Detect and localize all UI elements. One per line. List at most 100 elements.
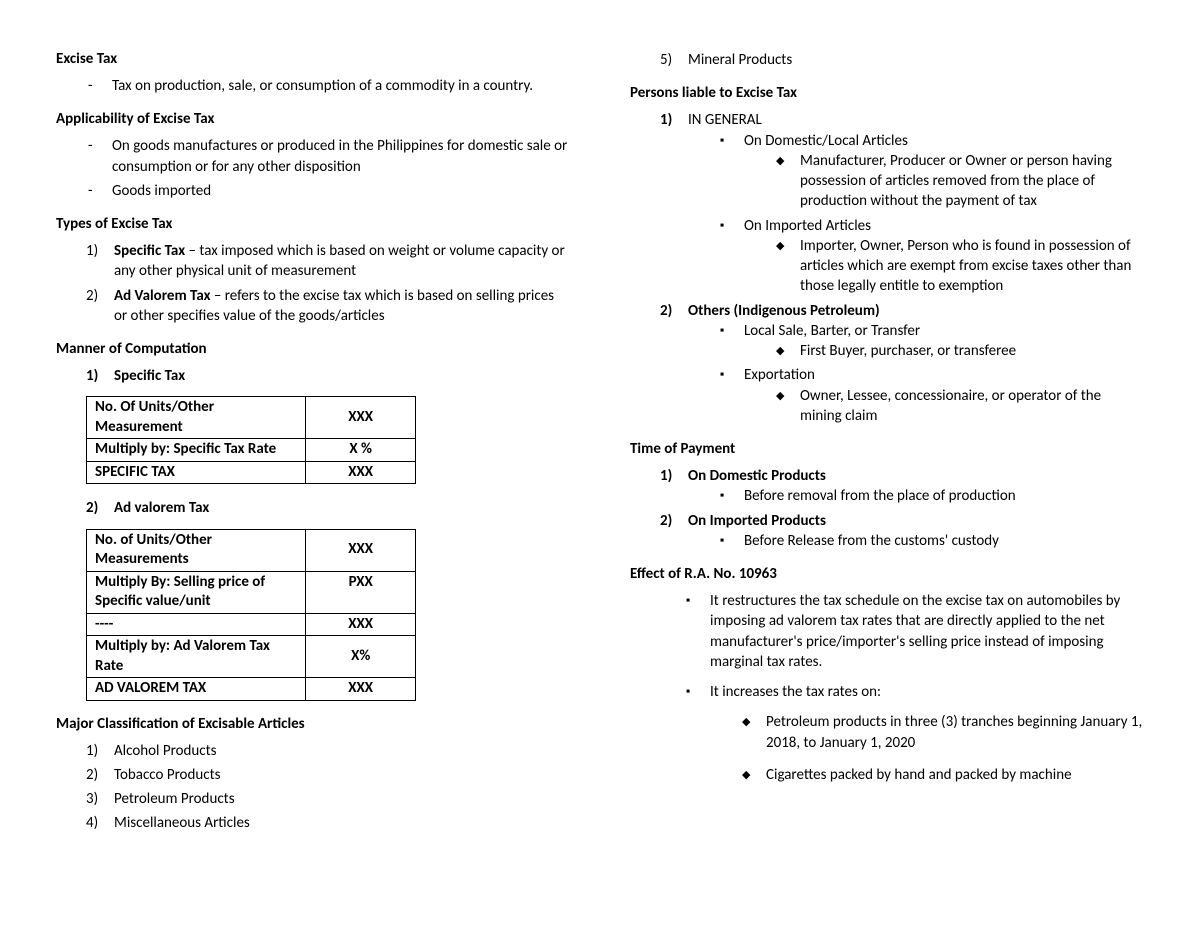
table-cell: Multiply by: Ad Valorem Tax Rate: [87, 636, 306, 678]
table-cell: XXX: [306, 461, 416, 484]
ad-valorem-table: No. of Units/Other MeasurementsXXX Multi…: [86, 529, 416, 701]
time-payment-list: 1)On Domestic Products Before removal fr…: [630, 466, 1144, 551]
item-text: Others (Indigenous Petroleum): [688, 302, 880, 320]
item-text: On Imported Articles: [744, 217, 871, 235]
table-cell: SPECIFIC TAX: [87, 461, 306, 484]
item-text: On Domestic/Local Articles: [744, 132, 908, 150]
effect-list: It restructures the tax schedule on the …: [630, 591, 1144, 785]
list-item: 2)On Imported Products Before Release fr…: [660, 511, 1144, 552]
list-item: Owner, Lessee, concessionaire, or operat…: [774, 386, 1144, 427]
manner-list-2: 2)Ad valorem Tax: [56, 498, 570, 518]
manner-label: Specific Tax: [114, 367, 185, 385]
left-column: Excise Tax Tax on production, sale, or c…: [56, 50, 570, 844]
list-item: Importer, Owner, Person who is found in …: [774, 236, 1144, 297]
table-cell: AD VALOREM TAX: [87, 678, 306, 701]
table-row: No. Of Units/Other MeasurementXXX: [87, 397, 416, 439]
specific-tax-table-wrap: No. Of Units/Other MeasurementXXX Multip…: [56, 396, 570, 484]
type-label: Ad Valorem Tax: [114, 287, 210, 305]
list-item: 2)Tobacco Products: [86, 765, 570, 785]
list-item: 1)Specific Tax – tax imposed which is ba…: [86, 241, 570, 282]
table-cell: ----: [87, 613, 306, 636]
list-item: Goods imported: [86, 181, 570, 201]
list-item: 4)Miscellaneous Articles: [86, 813, 570, 833]
list-item: 2)Ad valorem Tax: [86, 498, 570, 518]
item-text: Exportation: [744, 366, 815, 384]
table-row: Multiply By: Selling price of Specific v…: [87, 571, 416, 613]
definition-list: Tax on production, sale, or consumption …: [56, 76, 570, 96]
list-item: Local Sale, Barter, or Transfer First Bu…: [718, 321, 1144, 362]
table-cell: XXX: [306, 678, 416, 701]
table-cell: No. of Units/Other Measurements: [87, 529, 306, 571]
table-row: AD VALOREM TAXXXX: [87, 678, 416, 701]
table-cell: Multiply by: Specific Tax Rate: [87, 439, 306, 462]
list-item: On Imported Articles Importer, Owner, Pe…: [718, 216, 1144, 297]
list-item: It increases the tax rates on: Petroleum…: [684, 682, 1144, 785]
list-item: Before Release from the customs' custody: [718, 531, 1144, 551]
specific-tax-table: No. Of Units/Other MeasurementXXX Multip…: [86, 396, 416, 484]
item-text: On Domestic Products: [688, 467, 826, 485]
table-cell: X %: [306, 439, 416, 462]
list-item: Before removal from the place of product…: [718, 486, 1144, 506]
table-cell: No. Of Units/Other Measurement: [87, 397, 306, 439]
types-list: 1)Specific Tax – tax imposed which is ba…: [56, 241, 570, 326]
sublist: First Buyer, purchaser, or transferee: [744, 341, 1144, 361]
list-item: Manufacturer, Producer or Owner or perso…: [774, 151, 1144, 212]
sublist: Local Sale, Barter, or Transfer First Bu…: [688, 321, 1144, 426]
list-item: On Domestic/Local Articles Manufacturer,…: [718, 131, 1144, 212]
heading-types: Types of Excise Tax: [56, 215, 570, 233]
list-item: 2)Others (Indigenous Petroleum) Local Sa…: [660, 301, 1144, 427]
sublist: Petroleum products in three (3) tranches…: [710, 712, 1144, 785]
table-cell: PXX: [306, 571, 416, 613]
table-row: SPECIFIC TAXXXX: [87, 461, 416, 484]
sublist: Before removal from the place of product…: [688, 486, 1144, 506]
manner-label: Ad valorem Tax: [114, 499, 209, 517]
table-cell: XXX: [306, 397, 416, 439]
heading-time-payment: Time of Payment: [630, 440, 1144, 458]
sublist: Manufacturer, Producer or Owner or perso…: [744, 151, 1144, 212]
list-item: Cigarettes packed by hand and packed by …: [740, 765, 1144, 785]
item-text: Mineral Products: [688, 51, 792, 69]
item-text: Local Sale, Barter, or Transfer: [744, 322, 920, 340]
item-text: Tobacco Products: [114, 766, 220, 784]
list-item: First Buyer, purchaser, or transferee: [774, 341, 1144, 361]
table-cell: XXX: [306, 529, 416, 571]
persons-list: 1)IN GENERAL On Domestic/Local Articles …: [630, 110, 1144, 426]
list-item: On goods manufactures or produced in the…: [86, 136, 570, 177]
list-item: It restructures the tax schedule on the …: [684, 591, 1144, 672]
item-text: On Imported Products: [688, 512, 826, 530]
classification-list-cont: 5)Mineral Products: [630, 50, 1144, 70]
item-text: Petroleum Products: [114, 790, 235, 808]
list-item: Exportation Owner, Lessee, concessionair…: [718, 365, 1144, 426]
sublist: Owner, Lessee, concessionaire, or operat…: [744, 386, 1144, 427]
document-page: Excise Tax Tax on production, sale, or c…: [56, 50, 1144, 844]
item-text: Miscellaneous Articles: [114, 814, 250, 832]
item-text: It increases the tax rates on:: [710, 683, 881, 701]
manner-list: 1)Specific Tax: [56, 366, 570, 386]
right-column: 5)Mineral Products Persons liable to Exc…: [630, 50, 1144, 844]
table-cell: XXX: [306, 613, 416, 636]
list-item: 5)Mineral Products: [660, 50, 1144, 70]
list-item: 2)Ad Valorem Tax – refers to the excise …: [86, 286, 570, 327]
ad-valorem-table-wrap: No. of Units/Other MeasurementsXXX Multi…: [56, 529, 570, 701]
table-row: Multiply by: Specific Tax RateX %: [87, 439, 416, 462]
heading-excise-tax: Excise Tax: [56, 50, 570, 68]
type-label: Specific Tax: [114, 242, 185, 260]
applicability-list: On goods manufactures or produced in the…: [56, 136, 570, 201]
item-text: IN GENERAL: [688, 111, 762, 129]
heading-manner: Manner of Computation: [56, 340, 570, 358]
heading-effect-ra: Effect of R.A. No. 10963: [630, 565, 1144, 583]
list-item: Tax on production, sale, or consumption …: [86, 76, 570, 96]
list-item: 1)Specific Tax: [86, 366, 570, 386]
list-item: 3)Petroleum Products: [86, 789, 570, 809]
list-item: 1)IN GENERAL On Domestic/Local Articles …: [660, 110, 1144, 296]
list-item: 1)On Domestic Products Before removal fr…: [660, 466, 1144, 507]
heading-classification: Major Classification of Excisable Articl…: [56, 715, 570, 733]
classification-list: 1)Alcohol Products 2)Tobacco Products 3)…: [56, 741, 570, 834]
sublist: Importer, Owner, Person who is found in …: [744, 236, 1144, 297]
table-cell: Multiply By: Selling price of Specific v…: [87, 571, 306, 613]
table-row: No. of Units/Other MeasurementsXXX: [87, 529, 416, 571]
table-row: ----XXX: [87, 613, 416, 636]
table-cell: X%: [306, 636, 416, 678]
list-item: 1)Alcohol Products: [86, 741, 570, 761]
heading-applicability: Applicability of Excise Tax: [56, 110, 570, 128]
